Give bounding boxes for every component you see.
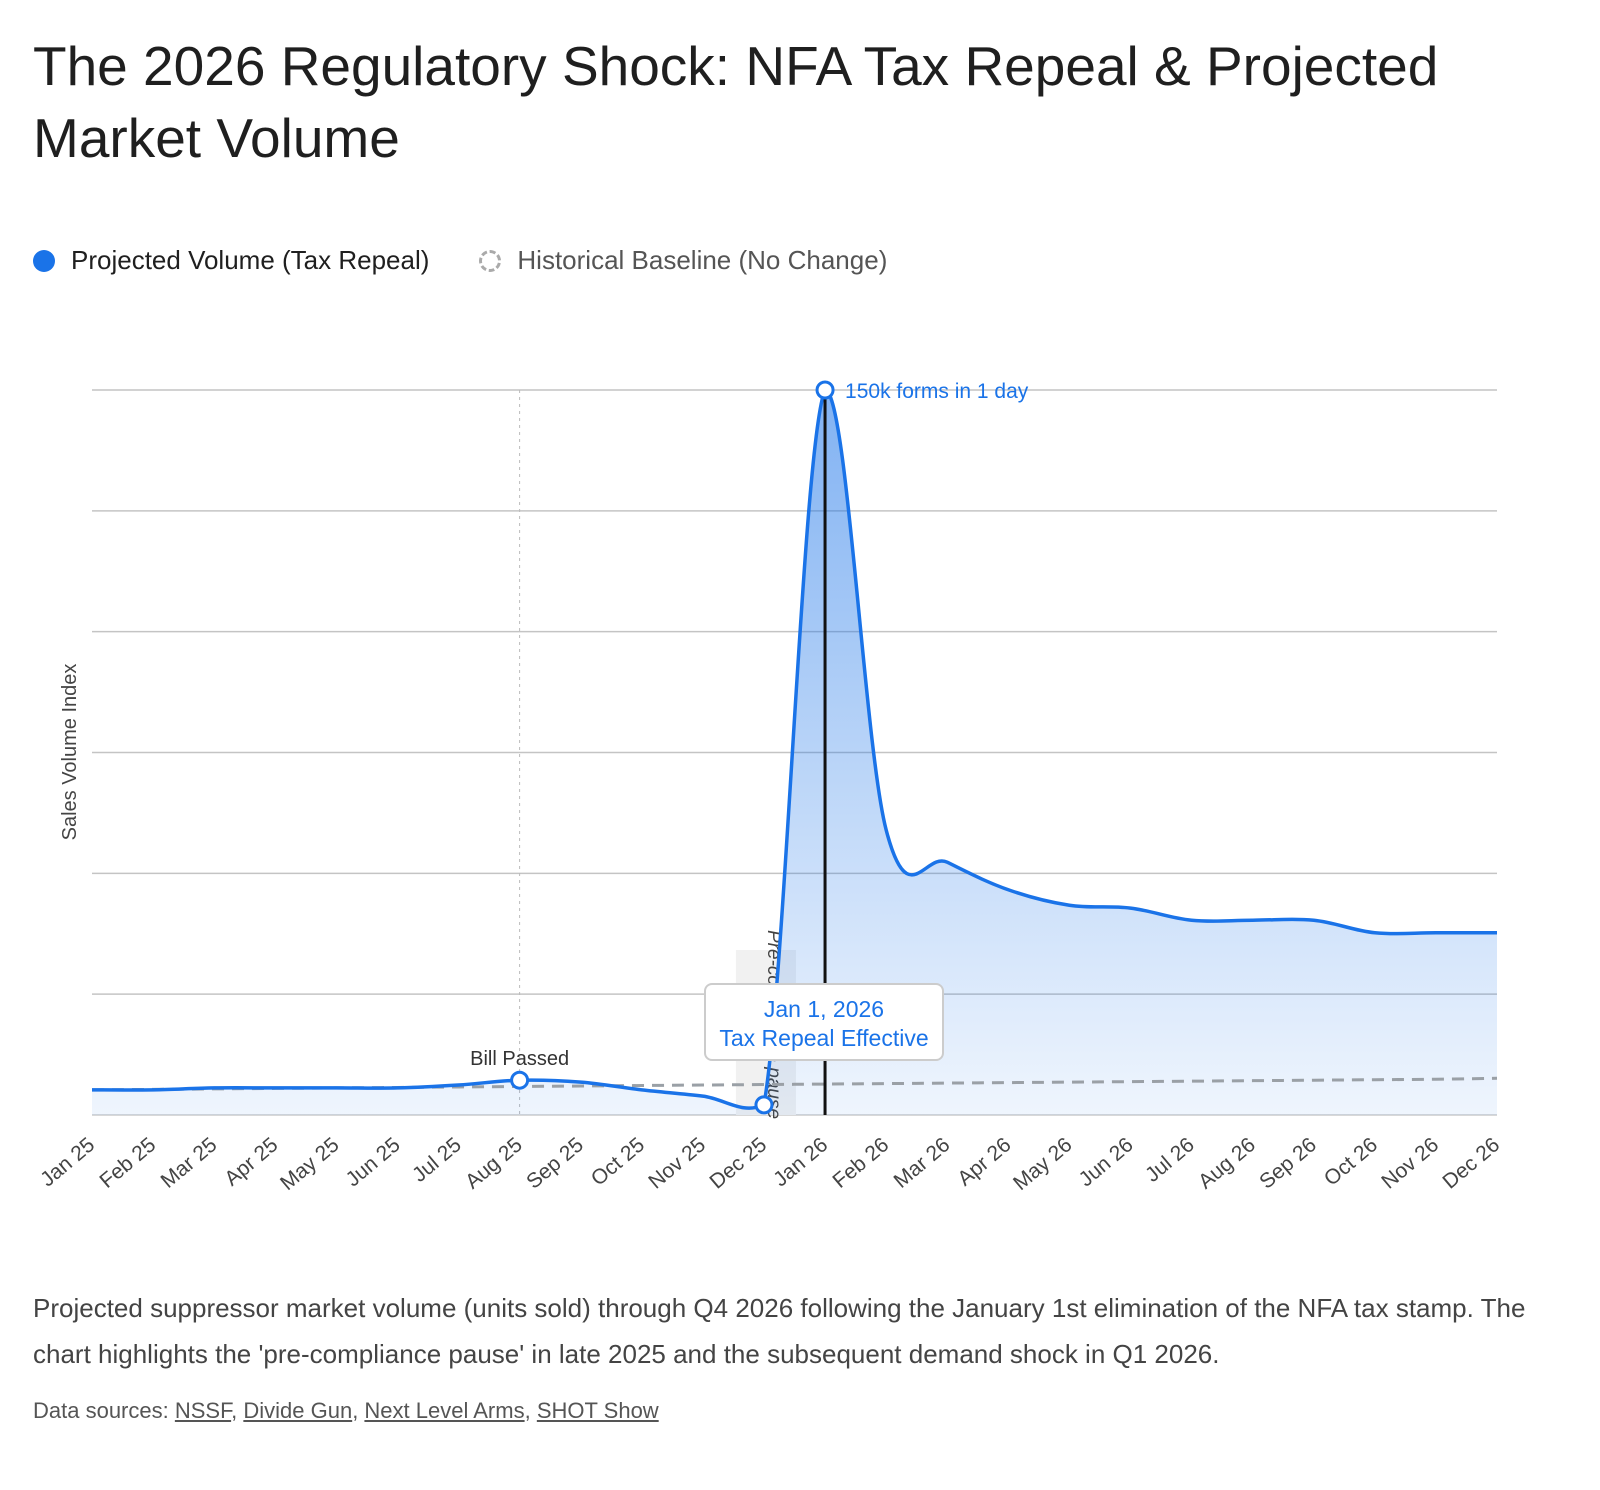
- source-link[interactable]: NSSF: [174, 1398, 232, 1423]
- bill-passed-label: Bill Passed: [470, 1048, 569, 1070]
- x-tick-label: Jun 26: [1075, 1133, 1138, 1191]
- x-tick-label: Oct 26: [1320, 1133, 1382, 1190]
- x-tick-label: Jul 26: [1141, 1133, 1199, 1187]
- data-point: [754, 1095, 774, 1115]
- projected-line: [91, 388, 1497, 1110]
- sources-label: Data sources:: [33, 1398, 169, 1423]
- data-point: [510, 1070, 530, 1090]
- x-tick-label: Jan 26: [769, 1133, 832, 1191]
- chart-title: The 2026 Regulatory Shock: NFA Tax Repea…: [33, 35, 1439, 169]
- x-tick-label: Mar 25: [157, 1133, 222, 1193]
- x-tick-label: Sep 26: [1255, 1133, 1321, 1193]
- x-tick-label: Nov 25: [644, 1133, 710, 1193]
- x-tick-label: Mar 26: [890, 1133, 955, 1193]
- peak-label: 150k forms in 1 day: [845, 380, 1029, 403]
- x-tick-label: May 26: [1009, 1133, 1077, 1195]
- legend: Projected Volume (Tax Repeal) Historical…: [33, 245, 887, 276]
- data-point: [815, 380, 835, 400]
- x-tick-label: Apr 25: [220, 1133, 282, 1190]
- sources: Data sources: NSSF, Divide Gun, Next Lev…: [33, 1398, 659, 1423]
- x-tick-label: May 25: [276, 1133, 344, 1195]
- source-link[interactable]: Next Level Arms: [364, 1398, 525, 1423]
- x-tick-label: Apr 26: [953, 1133, 1015, 1190]
- legend-baseline-marker: [479, 249, 502, 272]
- x-tick-label: Jun 25: [342, 1133, 405, 1191]
- x-tick-label: Aug 26: [1194, 1133, 1260, 1193]
- x-tick-label: Jan 25: [36, 1133, 99, 1191]
- x-tick-label: Jul 25: [408, 1133, 466, 1187]
- tooltip-date: Jan 1, 2026: [763, 996, 885, 1022]
- caption: Projected suppressor market volume (unit…: [33, 1293, 1526, 1369]
- tooltip-label: Tax Repeal Effective: [719, 1025, 929, 1051]
- legend-projected-marker: [33, 249, 55, 272]
- x-tick-label: Feb 26: [828, 1133, 893, 1193]
- y-axis-label: Sales Volume Index: [59, 664, 81, 841]
- x-tick-label: Nov 26: [1377, 1133, 1443, 1193]
- legend-baseline[interactable]: Historical Baseline (No Change): [517, 245, 888, 275]
- x-tick-label: Sep 25: [522, 1133, 588, 1193]
- source-link[interactable]: SHOT Show: [536, 1398, 659, 1423]
- x-tick-label: Feb 25: [95, 1133, 160, 1193]
- x-tick-label: Dec 26: [1438, 1133, 1504, 1193]
- x-tick-label: Dec 25: [705, 1133, 771, 1193]
- x-tick-label: Oct 25: [587, 1133, 649, 1190]
- legend-projected[interactable]: Projected Volume (Tax Repeal): [71, 245, 430, 275]
- baseline-line: [91, 1076, 1498, 1092]
- source-link[interactable]: Divide Gun: [243, 1398, 353, 1423]
- repeal-tooltip: Jan 1, 2026 Tax Repeal Effective: [704, 983, 944, 1061]
- projected-area: [92, 390, 1497, 1115]
- x-tick-label: Aug 25: [461, 1133, 527, 1193]
